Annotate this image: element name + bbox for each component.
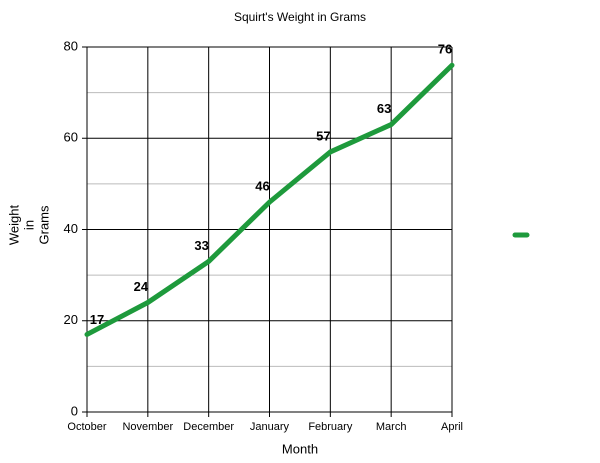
y-tick-label: 60 [64, 130, 78, 145]
data-label: 24 [134, 279, 149, 294]
y-axis-label: in [21, 220, 36, 230]
x-tick-label: March [376, 421, 407, 433]
chart-title: Squirt's Weight in Grams [234, 10, 366, 24]
x-tick-label: December [183, 421, 234, 433]
y-tick-label: 20 [64, 312, 78, 327]
x-tick-label: October [67, 421, 106, 433]
y-tick-label: 80 [64, 38, 78, 53]
data-label: 63 [377, 101, 391, 116]
x-tick-label: January [250, 421, 290, 433]
data-label: 57 [316, 128, 330, 143]
data-label: 33 [194, 238, 208, 253]
x-axis-label: Month [282, 441, 318, 456]
data-label: 46 [255, 179, 269, 194]
line-series [84, 62, 455, 337]
y-tick-label: 40 [64, 221, 78, 236]
data-label: 17 [90, 312, 104, 327]
data-label: 76 [438, 42, 452, 57]
x-tick-label: April [441, 421, 463, 433]
y-axis-label: Grams [36, 205, 51, 245]
y-axis-label: Weight [6, 205, 21, 246]
y-tick-label: 0 [71, 403, 78, 418]
x-tick-label: November [122, 421, 173, 433]
x-tick-label: February [308, 421, 353, 433]
